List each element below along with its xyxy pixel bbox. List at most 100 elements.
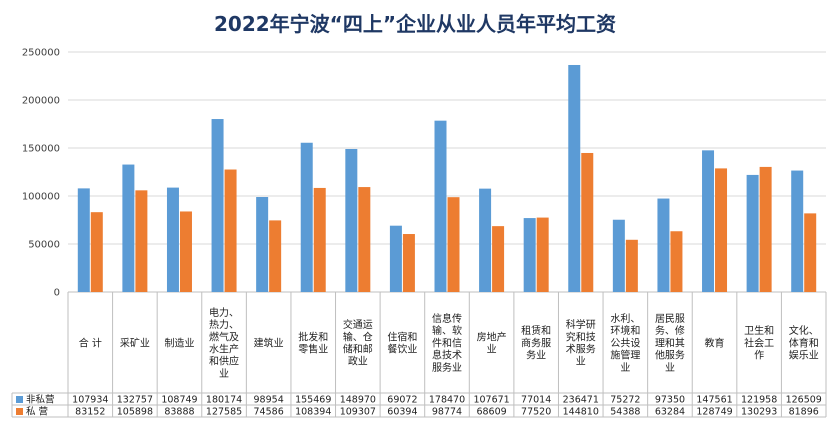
category-label: 环境和 [610,324,640,337]
category-label: 储和邮 [343,343,373,356]
data-table: 合 计采矿业 制造业电力、热力、燃气及水生产和供应业建筑业批发和零售业交通运输、仓… [11,292,827,418]
category-label: 体育和 [789,336,819,349]
category-label: 批发和 [298,330,328,343]
bar-private [536,217,549,292]
data-table-value: 147561 [696,395,732,406]
category-label: 餐饮业 [387,343,417,356]
category-label: 务、修 [655,324,685,337]
data-table-value: 180174 [206,395,242,406]
category-label: 热力、 [209,318,239,331]
category-label: 服务业 [432,361,462,374]
category-label: 水利、 [610,313,640,325]
category-label: 务业 [526,349,546,362]
category-label: 究和技 [566,330,596,343]
category-label: 房地产 [477,330,507,343]
bar-nonprivate [568,64,581,292]
bar-nonprivate [746,174,759,292]
data-table-value: 121958 [741,395,777,406]
bar-private [670,231,683,292]
bar-private [447,197,460,292]
legend-swatch [16,396,23,403]
data-table-value: 81896 [789,407,819,418]
bar-private [269,220,282,292]
category-label: 建筑业 [254,336,284,349]
y-tick-label: 250000 [22,48,60,59]
bar-private [492,226,505,292]
y-tick-label: 100000 [22,192,60,203]
category-label: 作 [754,350,764,362]
data-table-value: 107671 [473,395,509,406]
bar-nonprivate [702,150,715,292]
data-table-value: 69072 [387,395,417,406]
data-table-value: 155469 [295,395,331,406]
data-table-value: 109307 [340,407,376,418]
data-table-value: 54388 [610,407,640,418]
legend-label: 非私营 [26,394,55,406]
y-tick-label: 150000 [22,144,60,155]
bar-nonprivate [211,119,224,292]
data-table-value: 97350 [655,395,685,406]
category-label: 业 [665,362,675,374]
category-label: 科学研 [566,318,596,331]
y-tick-label: 0 [54,288,60,299]
category-label: 和供应 [209,355,239,368]
bar-private [179,211,192,292]
category-label: 件和信 [432,337,462,349]
category-label: 住宿和 [387,330,417,343]
data-table-value: 83152 [75,407,105,418]
category-label: 术服务 [566,343,596,356]
data-table-value: 105898 [117,407,153,418]
category-label: 业 [576,356,586,368]
bar-private [804,213,817,292]
data-table-value: 98774 [432,407,462,418]
category-label: 居民服 [655,313,685,325]
category-label: 他服务 [655,349,685,362]
category-label: 施管理 [610,349,640,362]
bar-nonprivate [256,197,269,292]
data-table-value: 108394 [295,407,331,418]
category-label: 输、仓 [343,330,373,343]
bar-private [135,190,148,292]
data-table-value: 127585 [206,407,242,418]
y-tick-label: 50000 [28,240,60,251]
category-label: 交通运 [343,318,373,331]
data-table-value: 68609 [476,407,506,418]
data-table-value: 144810 [563,407,599,418]
category-label: 零售业 [298,343,328,356]
category-label: 电力、 [209,306,239,319]
bar-nonprivate [77,188,90,292]
legend-swatch [16,408,23,415]
category-label: 文化、 [789,324,819,337]
category-label: 输、软 [432,324,462,337]
bar-nonprivate [657,198,670,292]
category-label: 理和其 [655,337,685,349]
y-axis-ticks: 0 50000 100000 150000 200000 250000 [22,48,60,299]
bar-nonprivate [122,164,135,292]
data-table-value: 75272 [610,395,640,406]
category-label: 业 [219,368,229,380]
category-label: 社会工 [744,336,774,349]
data-table-value: 132757 [117,395,153,406]
data-table-value: 128749 [696,407,732,418]
bar-nonprivate [612,219,625,292]
chart-title: 2022年宁波“四上”企业从业人员年平均工资 [214,12,616,36]
bar-private [358,187,371,292]
category-label: 商务服 [521,336,551,349]
category-label: 制造业 [164,336,194,349]
data-table-value: 63284 [655,407,685,418]
bar-private [402,234,415,292]
category-label: 业 [620,362,630,374]
category-label: 水生产 [209,343,239,356]
data-table-value: 77014 [521,395,551,406]
data-table-value: 83888 [164,407,194,418]
bar-nonprivate [300,142,313,292]
data-table-value: 148970 [340,395,376,406]
bar-private [759,166,772,292]
data-table-value: 107934 [72,395,108,406]
gridlines [68,51,826,293]
data-table-value: 77520 [521,407,551,418]
category-label: 燃气及 [209,330,239,343]
category-label: 公共设 [610,337,640,349]
bar-private [625,239,638,292]
